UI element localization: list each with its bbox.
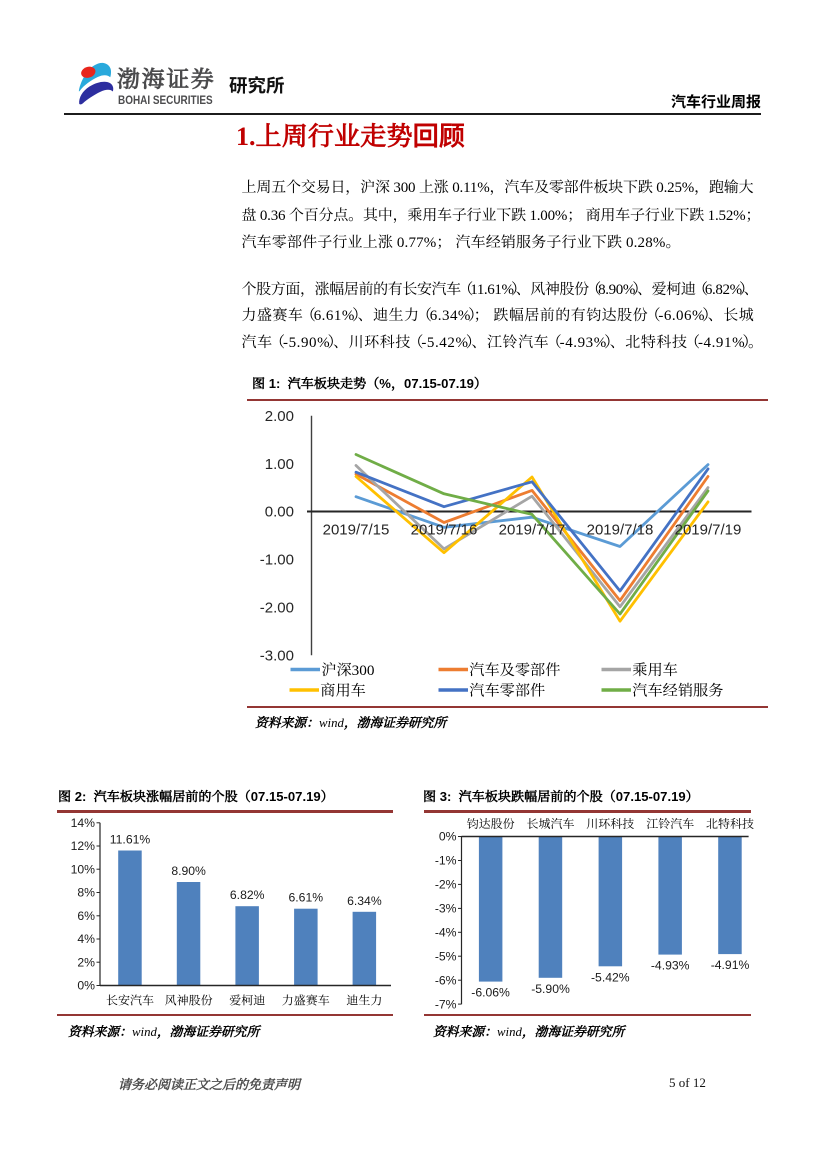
- svg-text:-7%: -7%: [435, 997, 457, 1010]
- svg-text:川环科技: 川环科技: [586, 817, 634, 831]
- svg-text:2019/7/15: 2019/7/15: [323, 522, 390, 539]
- svg-text:汽车及零部件: 汽车及零部件: [469, 662, 560, 679]
- svg-text:爱柯迪: 爱柯迪: [229, 994, 265, 1008]
- svg-text:-4%: -4%: [435, 926, 457, 940]
- svg-text:汽车经销服务: 汽车经销服务: [632, 683, 723, 700]
- svg-text:-4.93%: -4.93%: [651, 959, 690, 973]
- svg-text:江铃汽车: 江铃汽车: [646, 817, 694, 831]
- svg-text:0.00: 0.00: [265, 504, 294, 521]
- svg-text:北特科技: 北特科技: [706, 817, 754, 831]
- svg-text:力盛赛车: 力盛赛车: [282, 994, 330, 1008]
- svg-text:2019/7/18: 2019/7/18: [587, 522, 654, 539]
- svg-text:2.00: 2.00: [265, 408, 294, 425]
- svg-text:4%: 4%: [77, 932, 95, 946]
- svg-text:14%: 14%: [71, 816, 96, 830]
- svg-text:-6.06%: -6.06%: [471, 986, 510, 1000]
- svg-text:-3.00: -3.00: [260, 647, 294, 664]
- svg-text:-2.00: -2.00: [260, 600, 294, 617]
- svg-text:2%: 2%: [77, 956, 95, 970]
- svg-text:0%: 0%: [439, 830, 457, 844]
- svg-text:2019/7/16: 2019/7/16: [411, 522, 478, 539]
- svg-text:6.61%: 6.61%: [289, 891, 324, 905]
- svg-text:沪深300: 沪深300: [321, 662, 375, 679]
- svg-text:-1%: -1%: [435, 854, 457, 868]
- svg-text:10%: 10%: [71, 863, 96, 877]
- svg-text:风神股份: 风神股份: [165, 994, 213, 1008]
- svg-text:商用车: 商用车: [320, 683, 366, 700]
- svg-text:1.00: 1.00: [265, 456, 294, 473]
- svg-text:-1.00: -1.00: [260, 552, 294, 569]
- svg-text:汽车零部件: 汽车零部件: [469, 683, 545, 700]
- svg-text:6%: 6%: [77, 909, 95, 923]
- svg-text:6.34%: 6.34%: [347, 894, 382, 908]
- svg-text:-5.90%: -5.90%: [531, 982, 570, 996]
- svg-text:迪生力: 迪生力: [346, 994, 382, 1008]
- svg-text:-5%: -5%: [435, 950, 457, 964]
- svg-text:钧达股份: 钧达股份: [467, 817, 515, 831]
- svg-text:-6%: -6%: [435, 973, 457, 987]
- svg-text:2019/7/17: 2019/7/17: [499, 522, 566, 539]
- svg-text:8.90%: 8.90%: [171, 864, 206, 878]
- svg-text:-2%: -2%: [435, 878, 457, 892]
- svg-text:-4.91%: -4.91%: [711, 958, 750, 972]
- svg-text:12%: 12%: [71, 839, 96, 853]
- svg-text:-3%: -3%: [435, 902, 457, 916]
- svg-text:长城汽车: 长城汽车: [526, 817, 574, 831]
- svg-text:6.82%: 6.82%: [230, 888, 265, 902]
- svg-text:2019/7/19: 2019/7/19: [675, 522, 742, 539]
- svg-text:长安汽车: 长安汽车: [106, 994, 154, 1008]
- svg-text:-5.42%: -5.42%: [591, 970, 630, 984]
- svg-text:乘用车: 乘用车: [632, 662, 678, 679]
- svg-text:8%: 8%: [77, 886, 95, 900]
- svg-text:0%: 0%: [77, 979, 95, 993]
- svg-text:11.61%: 11.61%: [110, 833, 151, 847]
